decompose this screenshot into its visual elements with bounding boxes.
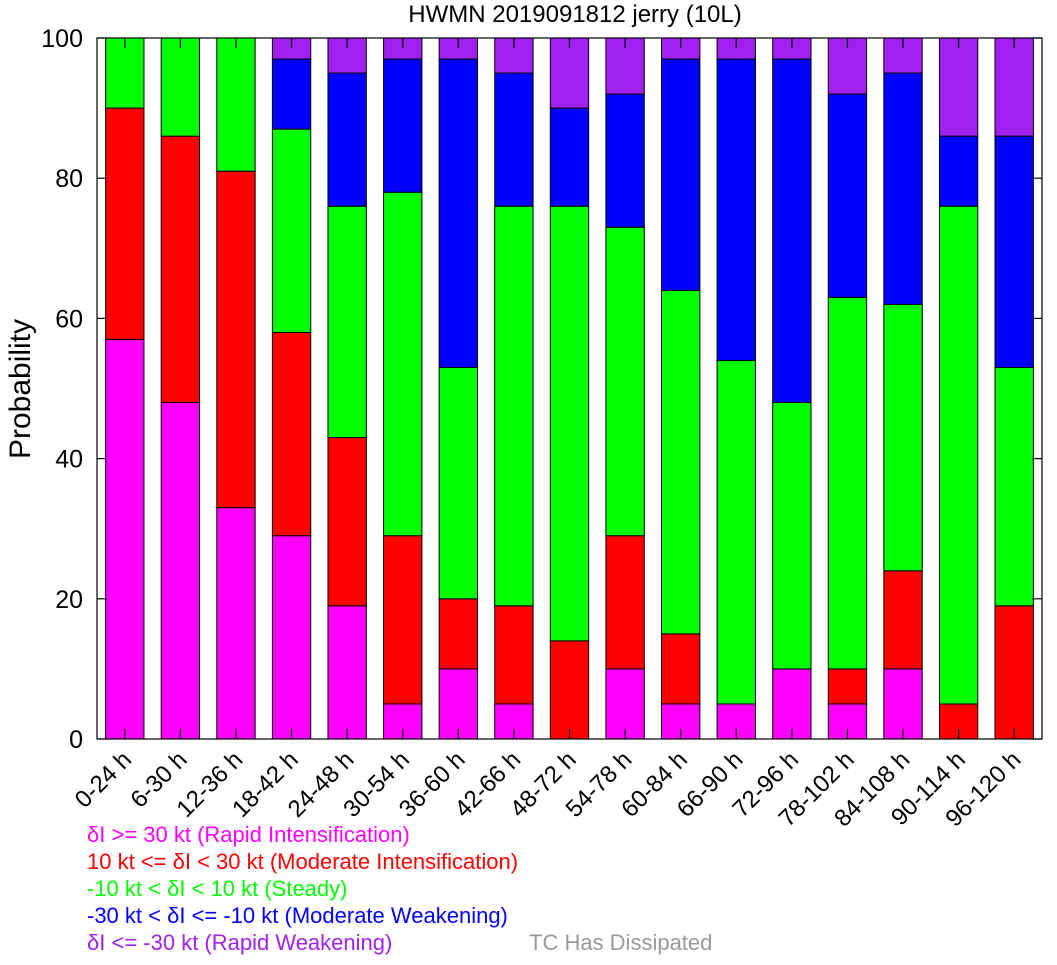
bar-segment-30-54h-series-3 bbox=[383, 58, 423, 193]
bar-segment-84-108h-series-3 bbox=[883, 72, 923, 305]
y-tick-label: 60 bbox=[55, 305, 83, 333]
bar-segment-72-96h-series-2 bbox=[772, 402, 812, 670]
bar-segment-36-60h-series-0 bbox=[438, 668, 479, 740]
y-tick-label: 100 bbox=[41, 25, 83, 53]
bar-segment-96-120h-series-3 bbox=[994, 135, 1034, 368]
bar-segment-18-42h-series-3 bbox=[271, 58, 312, 130]
bar-segment-42-66h-series-2 bbox=[494, 205, 534, 607]
bars-layer bbox=[105, 37, 1034, 740]
bar-segment-48-72h-series-2 bbox=[549, 205, 590, 642]
bar-segment-48-72h-series-3 bbox=[549, 107, 590, 207]
bar-segment-90-114h-series-4 bbox=[938, 37, 979, 137]
bar-segment-6-30h-series-2 bbox=[160, 37, 201, 137]
bar-segment-84-108h-series-1 bbox=[883, 570, 923, 670]
bar-segment-54-78h-series-0 bbox=[605, 668, 645, 740]
bar-segment-78-102h-series-2 bbox=[827, 296, 868, 670]
bar-segment-12-36h-series-1 bbox=[216, 170, 256, 509]
bar-segment-60-84h-series-2 bbox=[661, 289, 701, 635]
bar-segment-90-114h-series-2 bbox=[938, 205, 979, 705]
bar-segment-6-30h-series-1 bbox=[160, 135, 201, 404]
legend-entry-0: δI >= 30 kt (Rapid Intensification) bbox=[87, 822, 410, 847]
y-tick-label: 80 bbox=[55, 165, 83, 193]
bar-segment-48-72h-series-4 bbox=[549, 37, 590, 109]
legend: δI >= 30 kt (Rapid Intensification)10 kt… bbox=[87, 822, 712, 955]
bar-segment-72-96h-series-3 bbox=[772, 58, 812, 404]
bar-segment-18-42h-series-2 bbox=[271, 128, 312, 333]
bar-segment-24-48h-series-2 bbox=[327, 205, 367, 439]
bar-segment-60-84h-series-3 bbox=[661, 58, 701, 291]
y-tick-label: 20 bbox=[55, 586, 83, 614]
bar-segment-30-54h-series-1 bbox=[383, 535, 423, 705]
bar-segment-78-102h-series-3 bbox=[827, 93, 868, 298]
bar-segment-96-120h-series-1 bbox=[994, 605, 1034, 740]
y-tick-label: 0 bbox=[69, 726, 83, 754]
y-tick-label: 40 bbox=[55, 446, 83, 474]
x-tick-label: 0-24 h bbox=[70, 746, 137, 813]
bar-segment-90-114h-series-3 bbox=[938, 135, 979, 207]
bar-segment-0-24h-series-1 bbox=[105, 107, 145, 340]
bar-segment-18-42h-series-0 bbox=[271, 535, 312, 740]
bar-segment-84-108h-series-2 bbox=[883, 303, 923, 572]
bar-segment-24-48h-series-3 bbox=[327, 72, 367, 207]
bar-segment-30-54h-series-2 bbox=[383, 191, 423, 537]
legend-entry-3: -30 kt < δI <= -10 kt (Moderate Weakenin… bbox=[87, 903, 508, 928]
bar-segment-36-60h-series-2 bbox=[438, 366, 479, 600]
bar-segment-24-48h-series-1 bbox=[327, 437, 367, 607]
legend-entry-4: δI <= -30 kt (Rapid Weakening) bbox=[87, 930, 392, 955]
bar-segment-54-78h-series-2 bbox=[605, 226, 645, 537]
y-axis-label: Probability bbox=[4, 319, 37, 459]
legend-entry-2: -10 kt < δI < 10 kt (Steady) bbox=[87, 876, 347, 901]
bar-segment-0-24h-series-0 bbox=[105, 338, 145, 740]
bar-segment-60-84h-series-1 bbox=[661, 633, 701, 705]
bar-segment-42-66h-series-1 bbox=[494, 605, 534, 705]
bar-segment-0-24h-series-2 bbox=[105, 37, 145, 109]
bar-segment-24-48h-series-0 bbox=[327, 605, 367, 740]
legend-entry-dissipated: TC Has Dissipated bbox=[529, 930, 712, 955]
bar-segment-96-120h-series-2 bbox=[994, 366, 1034, 607]
bar-segment-66-90h-series-2 bbox=[716, 359, 756, 705]
bar-segment-42-66h-series-3 bbox=[494, 72, 534, 207]
bar-segment-18-42h-series-1 bbox=[271, 331, 312, 537]
bar-segment-36-60h-series-1 bbox=[438, 598, 479, 670]
chart-title: HWMN 2019091812 jerry (10L) bbox=[408, 1, 741, 28]
bar-segment-54-78h-series-3 bbox=[605, 93, 645, 228]
bar-segment-54-78h-series-1 bbox=[605, 535, 645, 670]
bar-segment-66-90h-series-3 bbox=[716, 58, 756, 361]
bar-segment-72-96h-series-0 bbox=[772, 668, 812, 740]
bar-segment-84-108h-series-0 bbox=[883, 668, 923, 740]
bar-segment-12-36h-series-0 bbox=[216, 507, 256, 740]
bar-segment-78-102h-series-1 bbox=[827, 668, 868, 705]
bar-segment-48-72h-series-1 bbox=[549, 640, 590, 740]
bar-segment-6-30h-series-0 bbox=[160, 402, 201, 740]
bar-segment-96-120h-series-4 bbox=[994, 37, 1034, 137]
bar-segment-12-36h-series-2 bbox=[216, 37, 256, 172]
legend-entry-1: 10 kt <= δI < 30 kt (Moderate Intensific… bbox=[87, 849, 518, 874]
bar-segment-36-60h-series-3 bbox=[438, 58, 479, 368]
